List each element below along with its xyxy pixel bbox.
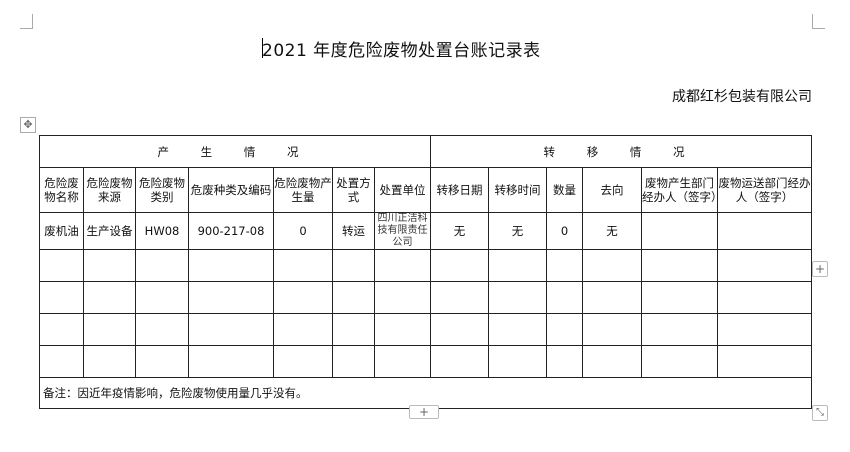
table-cell[interactable]	[430, 281, 489, 314]
table-cell[interactable]	[135, 249, 189, 282]
table-cell[interactable]	[83, 345, 136, 378]
column-header[interactable]: 废物产生部门经办人（签字）	[641, 167, 718, 213]
table-cell[interactable]	[135, 313, 189, 346]
table-cell[interactable]	[83, 281, 136, 314]
table-cell[interactable]	[546, 345, 583, 378]
resize-icon[interactable]: ⤡	[812, 405, 828, 421]
table-cell[interactable]	[582, 281, 642, 314]
text-cursor	[262, 38, 263, 58]
table-cell[interactable]: 900-217-08	[188, 212, 274, 250]
table-row	[39, 249, 813, 282]
table-cell[interactable]	[374, 281, 431, 314]
column-header[interactable]: 废物运送部门经办人（签字）	[716, 167, 813, 213]
table-cell[interactable]	[332, 313, 375, 346]
table-cell[interactable]: 生产设备	[83, 212, 136, 250]
table-cell[interactable]	[273, 313, 333, 346]
table-cell[interactable]	[273, 249, 333, 282]
table-cell[interactable]	[716, 345, 813, 378]
table-cell[interactable]	[641, 345, 718, 378]
table-cell[interactable]	[546, 281, 583, 314]
table-cell[interactable]	[488, 313, 547, 346]
table-cell[interactable]	[488, 281, 547, 314]
table-cell[interactable]	[332, 281, 375, 314]
page-corner-mark	[20, 14, 33, 29]
table-cell[interactable]	[39, 313, 84, 346]
table-cell[interactable]	[83, 313, 136, 346]
add-row-button[interactable]: +	[409, 405, 439, 419]
table-cell[interactable]	[582, 313, 642, 346]
table-cell[interactable]: 无	[582, 212, 642, 250]
table-cell[interactable]	[83, 249, 136, 282]
table-cell[interactable]	[716, 212, 813, 250]
table-cell[interactable]	[39, 281, 84, 314]
page-corner-mark	[812, 14, 825, 29]
table-cell[interactable]	[188, 345, 274, 378]
section-produce[interactable]: 产 生 情 况	[39, 135, 431, 168]
table-cell[interactable]	[582, 345, 642, 378]
table-cell[interactable]: 0	[546, 212, 583, 250]
table-cell[interactable]	[135, 345, 189, 378]
table-cell[interactable]	[641, 249, 718, 282]
column-header[interactable]: 处置方式	[332, 167, 375, 213]
table-cell[interactable]	[374, 345, 431, 378]
column-header[interactable]: 危险废物来源	[83, 167, 136, 213]
table-cell[interactable]	[488, 249, 547, 282]
table-row	[39, 281, 813, 314]
table-cell[interactable]	[374, 249, 431, 282]
document-title[interactable]: 2021 年度危险废物处置台账记录表	[262, 41, 541, 61]
table-cell[interactable]	[188, 249, 274, 282]
table-cell[interactable]: HW08	[135, 212, 189, 250]
company-name[interactable]: 成都红杉包装有限公司	[672, 89, 812, 105]
table-cell[interactable]	[188, 281, 274, 314]
move-handle-icon[interactable]: ✥	[20, 117, 36, 133]
table-cell[interactable]	[430, 313, 489, 346]
column-header[interactable]: 去向	[582, 167, 642, 213]
table-cell[interactable]	[188, 313, 274, 346]
table-cell[interactable]: 无	[488, 212, 547, 250]
column-header[interactable]: 转移时间	[488, 167, 547, 213]
table-cell[interactable]: 0	[273, 212, 333, 250]
column-header[interactable]: 危险废物名称	[39, 167, 84, 213]
table-cell[interactable]	[332, 345, 375, 378]
table-row: 废机油 生产设备 HW08 900-217-08 0 转运 四川正洁科技有限责任公司无无 0 无	[39, 212, 813, 250]
table-cell[interactable]: 废机油	[39, 212, 84, 250]
table-row	[39, 345, 813, 378]
table-cell[interactable]	[135, 281, 189, 314]
add-column-button[interactable]: +	[812, 261, 828, 277]
column-header[interactable]: 危险废物类别	[135, 167, 189, 213]
column-header[interactable]: 数量	[546, 167, 583, 213]
section-transfer[interactable]: 转 移 情 况	[429, 135, 813, 168]
table-cell[interactable]	[39, 345, 84, 378]
table-cell[interactable]	[546, 249, 583, 282]
table-cell[interactable]	[39, 249, 84, 282]
table-cell[interactable]: 四川正洁科技有限责任公司	[374, 212, 431, 250]
column-header[interactable]: 危废种类及编码	[188, 167, 274, 213]
table-cell[interactable]: 转运	[332, 212, 375, 250]
table-cell[interactable]	[546, 313, 583, 346]
column-header[interactable]: 转移日期	[430, 167, 489, 213]
table-cell[interactable]	[430, 249, 489, 282]
table-cell[interactable]	[641, 212, 718, 250]
table-row	[39, 313, 813, 346]
table-cell[interactable]	[374, 313, 431, 346]
table-cell[interactable]: 无	[430, 212, 489, 250]
table-cell[interactable]	[641, 281, 718, 314]
table-cell[interactable]	[641, 313, 718, 346]
table-cell[interactable]	[430, 345, 489, 378]
table-cell[interactable]	[273, 345, 333, 378]
remark[interactable]: 备注：因近年疫情影响，危险废物使用量几乎没有。	[38, 377, 813, 409]
column-header[interactable]: 处置单位	[374, 167, 431, 213]
ledger-table: 产 生 情 况转 移 情 况 危险废物名称 危险废物来源 危险废物类别 危废种类及编码…	[38, 135, 813, 409]
table-cell[interactable]	[716, 249, 813, 282]
table-cell[interactable]	[582, 249, 642, 282]
table-cell[interactable]	[273, 281, 333, 314]
table-cell[interactable]	[332, 249, 375, 282]
table-cell[interactable]	[488, 345, 547, 378]
table-cell[interactable]	[716, 281, 813, 314]
column-header[interactable]: 危险废物产生量	[273, 167, 333, 213]
table-cell[interactable]	[716, 313, 813, 346]
